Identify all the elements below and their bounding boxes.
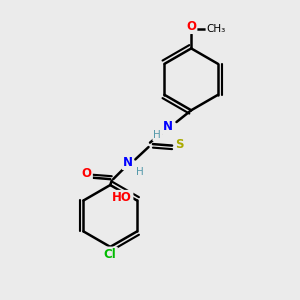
Text: O: O bbox=[186, 20, 196, 33]
Text: CH₃: CH₃ bbox=[207, 24, 226, 34]
Text: S: S bbox=[175, 138, 184, 151]
Text: H: H bbox=[136, 167, 144, 177]
Text: HO: HO bbox=[112, 191, 132, 204]
Text: H: H bbox=[154, 130, 161, 140]
Text: N: N bbox=[163, 120, 173, 133]
Text: O: O bbox=[82, 167, 92, 180]
Text: Cl: Cl bbox=[104, 248, 117, 261]
Text: N: N bbox=[123, 156, 133, 169]
